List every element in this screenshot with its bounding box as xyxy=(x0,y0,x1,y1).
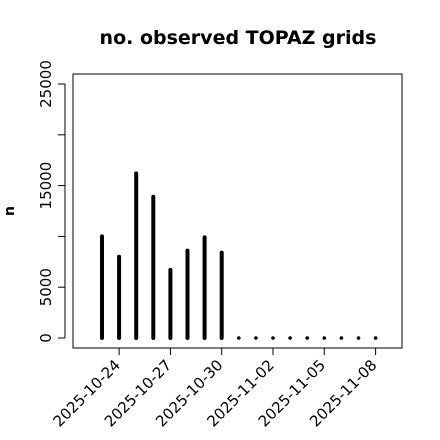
y-axis: 0 5000 15000 25000 xyxy=(37,60,66,343)
bar xyxy=(288,336,292,340)
plot-frame xyxy=(72,73,403,349)
bar xyxy=(254,336,258,340)
bar xyxy=(322,336,327,340)
y-axis-label: n xyxy=(2,206,18,216)
y-tick-label: 5000 xyxy=(37,268,55,306)
bar xyxy=(373,336,378,340)
chart-title: no. observed TOPAZ grids xyxy=(100,27,377,49)
x-axis: 2025-10-242025-10-272025-10-302025-11-02… xyxy=(50,347,380,430)
bar xyxy=(237,336,241,340)
bar xyxy=(271,336,275,340)
bar xyxy=(305,336,310,340)
y-tick-label: 15000 xyxy=(37,162,55,210)
y-tick-label: 0 xyxy=(37,333,55,343)
bars xyxy=(100,171,378,340)
bar xyxy=(356,336,361,340)
y-tick-label: 25000 xyxy=(37,60,55,108)
bar xyxy=(339,336,344,340)
